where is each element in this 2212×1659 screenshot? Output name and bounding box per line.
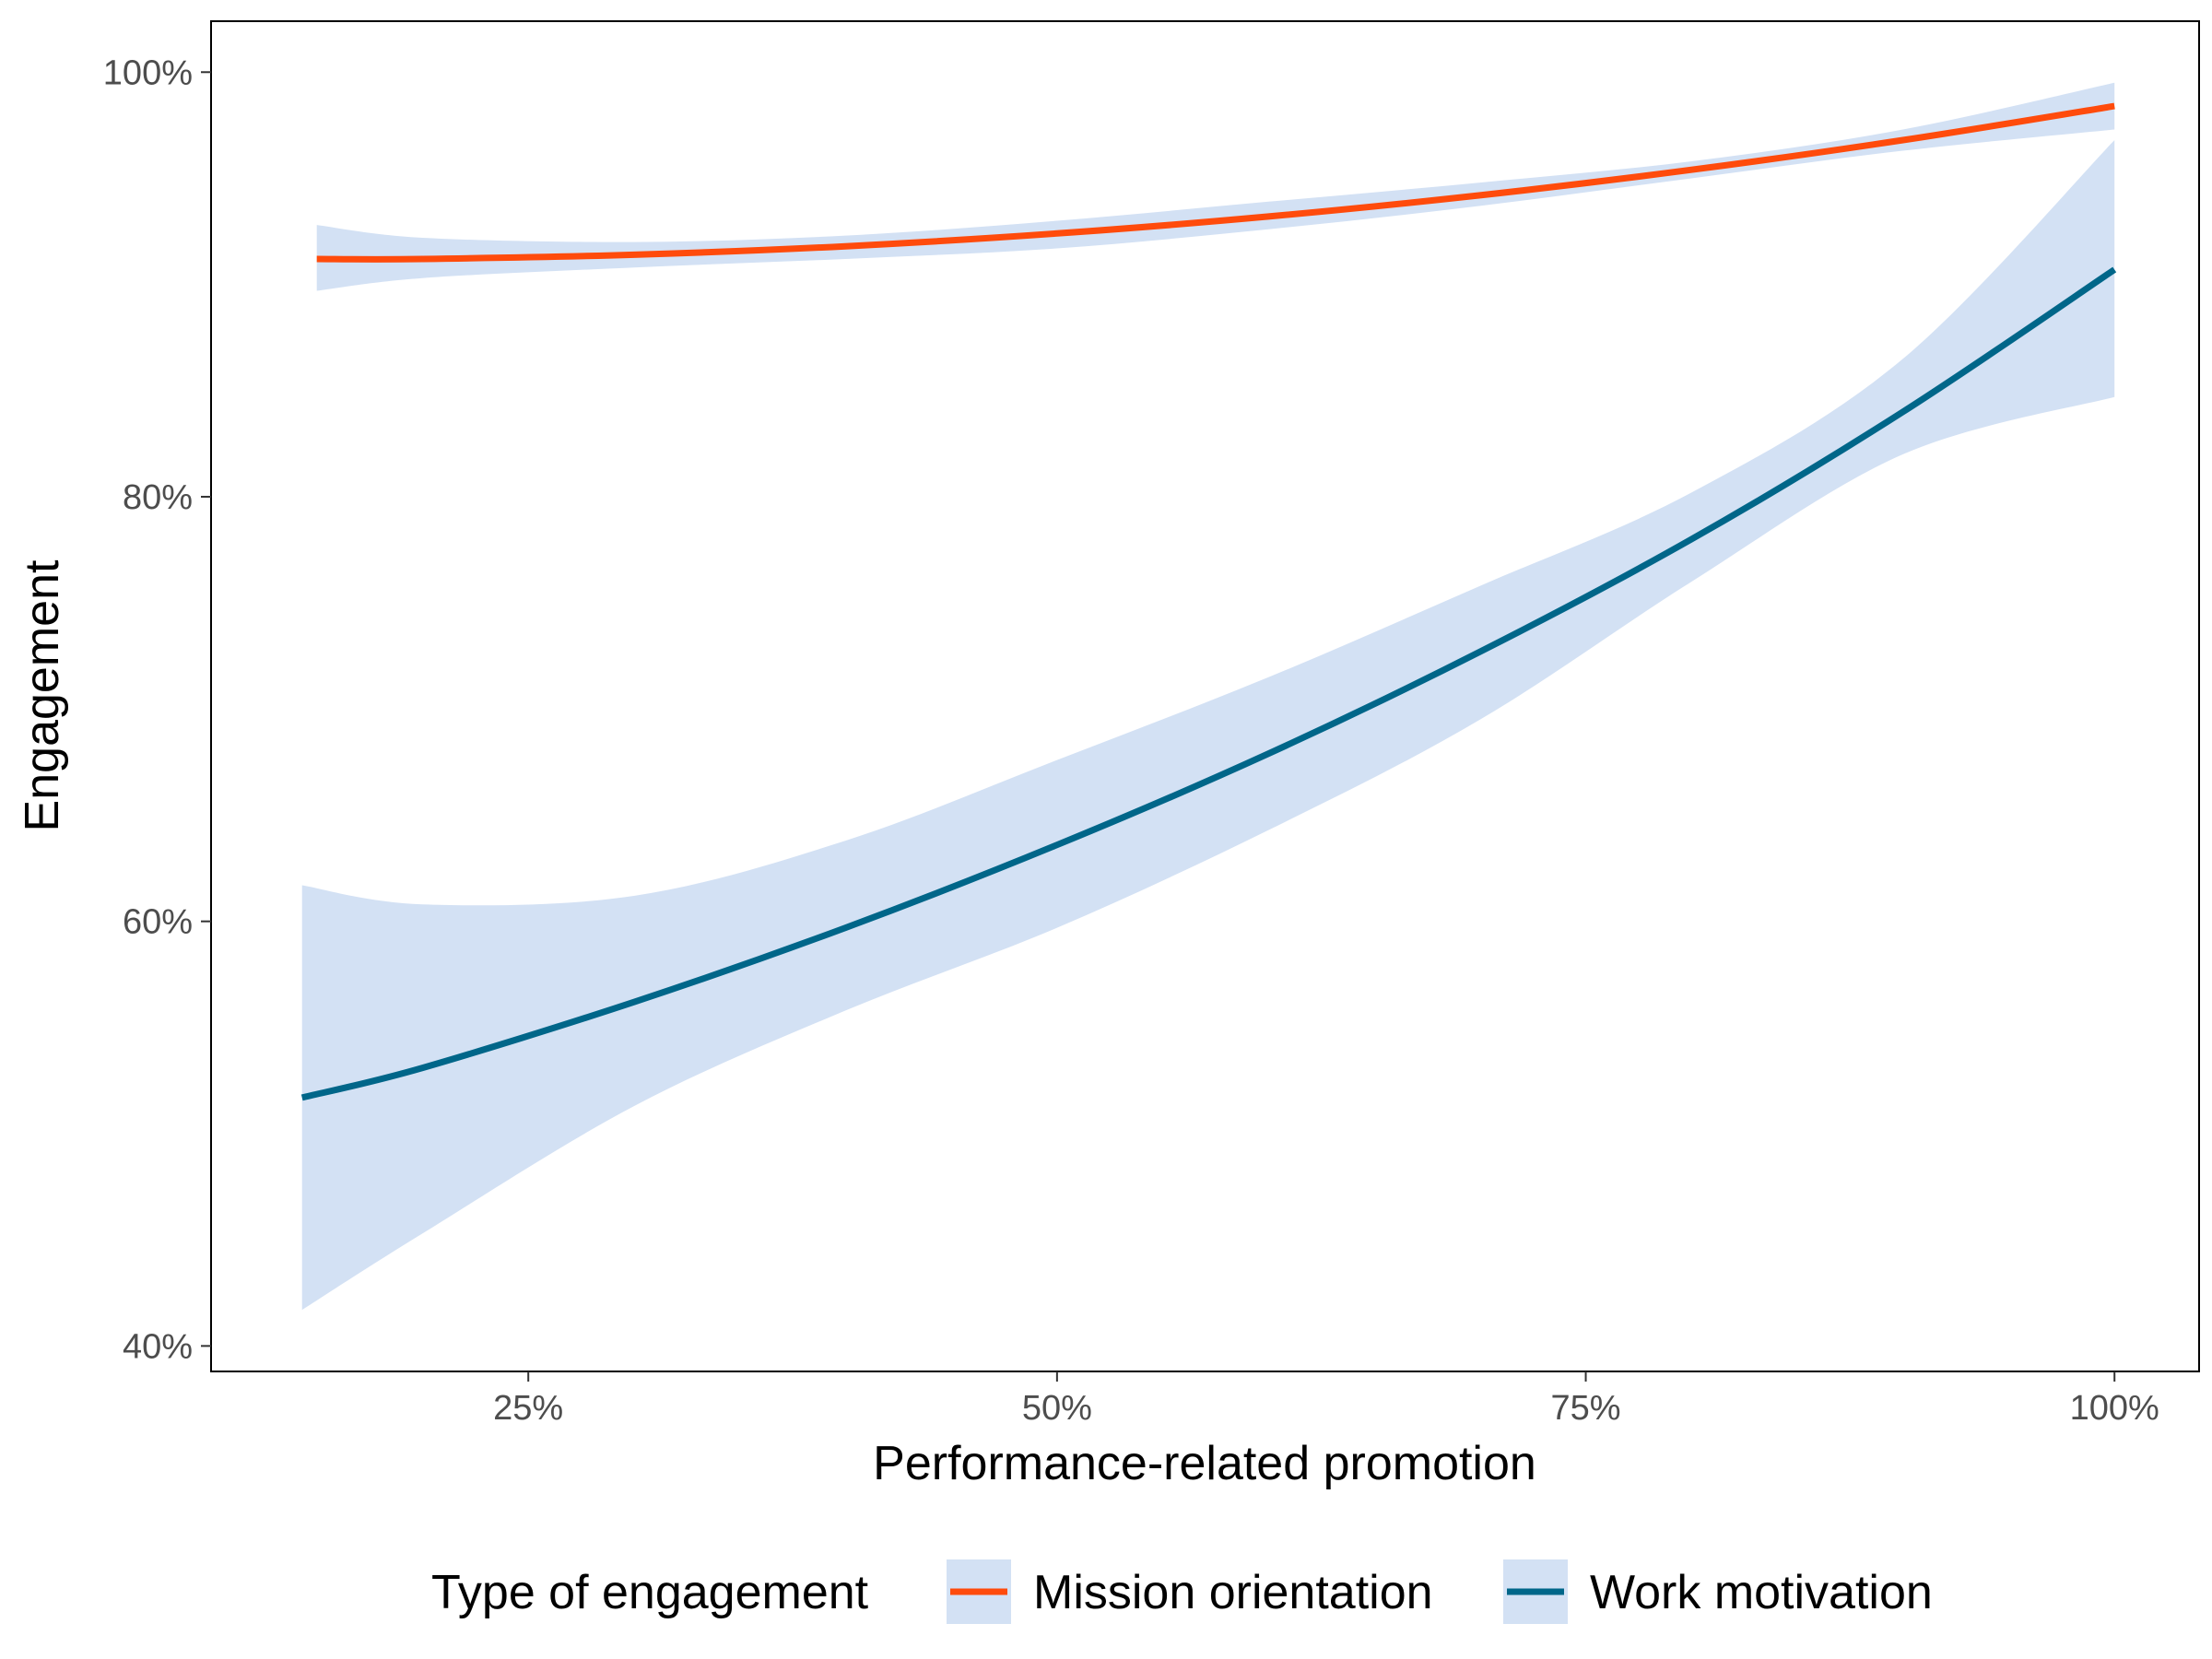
ribbon-work-motivation [301, 140, 2115, 1311]
series-lines [300, 102, 2117, 1101]
legend-label-mission-orientation: Mission orientation [1033, 1566, 1433, 1619]
confidence-ribbons [301, 82, 2115, 1311]
legend-item-mission-orientation: Mission orientation [947, 1559, 1433, 1624]
x-tick-label: 75% [1551, 1389, 1621, 1428]
line-work-motivation [300, 266, 2117, 1101]
x-tick-label: 50% [1022, 1389, 1092, 1428]
x-tick-label: 25% [493, 1389, 563, 1428]
x-tick-label: 100% [2070, 1389, 2159, 1428]
y-axis: 40% 60% 80% 100% [103, 53, 211, 1366]
plot-panel-border [210, 20, 2200, 1372]
line-mission-orientation [316, 102, 2115, 263]
y-tick-label: 40% [123, 1327, 193, 1366]
legend-label-work-motivation: Work motivation [1590, 1566, 1933, 1619]
y-tick-label: 60% [123, 903, 193, 942]
y-axis-title: Engagement [16, 559, 69, 831]
x-axis: 25% 50% 75% 100% [493, 1371, 2159, 1428]
y-tick-label: 80% [123, 478, 193, 517]
legend-title: Type of engagement [431, 1566, 869, 1619]
y-tick-label: 100% [103, 53, 193, 92]
legend-item-work-motivation: Work motivation [1503, 1559, 1933, 1624]
x-axis-title: Performance-related promotion [873, 1437, 1536, 1490]
legend: Type of engagement Mission orientation W… [431, 1559, 1933, 1624]
ribbon-mission-orientation [316, 82, 2115, 291]
